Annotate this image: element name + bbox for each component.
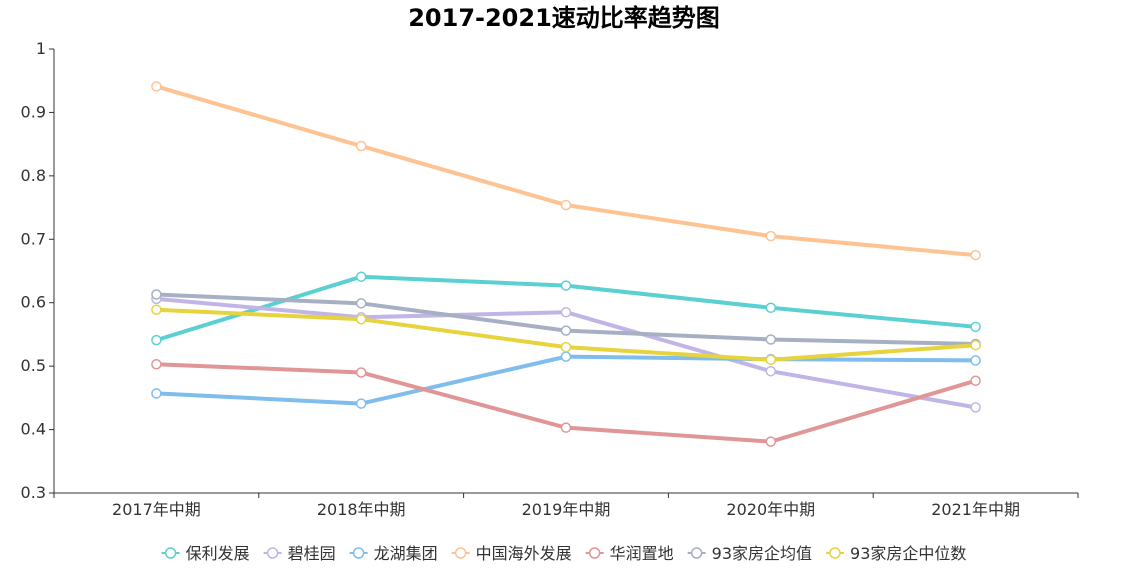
x-tick-label: 2017年中期 [112, 500, 201, 519]
legend-item-7[interactable]: 93家房企中位数 [826, 544, 966, 563]
legend-marker-icon [352, 547, 365, 559]
y-tick-label: 0.4 [21, 420, 46, 439]
data-point[interactable] [765, 354, 777, 366]
data-point[interactable] [765, 436, 777, 447]
legend-item-5[interactable]: 华润置地 [585, 544, 674, 563]
legend-item-4[interactable]: 中国海外发展 [451, 544, 572, 563]
data-point[interactable] [560, 422, 572, 433]
legend-label: 碧桂园 [288, 544, 336, 563]
data-point[interactable] [560, 341, 572, 353]
x-tick-label: 2019年中期 [522, 500, 611, 519]
legend-marker-icon [164, 547, 177, 559]
data-point[interactable] [765, 334, 777, 345]
series-5 [151, 358, 981, 447]
data-point[interactable] [151, 304, 162, 315]
legend-marker-icon [829, 547, 841, 559]
legend-marker-icon [454, 547, 467, 559]
y-tick-label: 0.8 [21, 166, 46, 185]
data-point[interactable] [970, 355, 981, 366]
data-point[interactable] [560, 306, 572, 318]
legend-label: 华润置地 [610, 544, 674, 563]
data-point[interactable] [765, 302, 777, 314]
data-point[interactable] [560, 199, 572, 211]
data-point[interactable] [355, 398, 367, 409]
data-point[interactable] [765, 230, 777, 242]
series-6 [151, 289, 981, 350]
series-4 [151, 81, 981, 261]
legend-label: 93家房企均值 [712, 544, 812, 563]
legend-marker-icon [266, 547, 279, 559]
data-point[interactable] [560, 325, 572, 336]
legend-item-6[interactable]: 93家房企均值 [687, 544, 812, 563]
y-tick-label: 0.9 [21, 102, 46, 121]
x-tick-label: 2018年中期 [317, 500, 406, 519]
legend-marker-icon [588, 547, 601, 559]
y-tick-label: 0.6 [21, 293, 46, 312]
data-point[interactable] [970, 375, 981, 386]
series-3 [151, 351, 981, 409]
x-tick-label: 2020年中期 [726, 500, 815, 519]
legend-item-3[interactable]: 龙湖集团 [349, 544, 438, 563]
data-point[interactable] [970, 321, 981, 333]
legend-label: 93家房企中位数 [850, 544, 966, 563]
data-point[interactable] [970, 339, 981, 351]
data-point[interactable] [355, 313, 367, 325]
series-line [154, 354, 978, 406]
data-point[interactable] [355, 271, 367, 282]
y-tick-label: 0.3 [21, 483, 46, 502]
data-point[interactable] [151, 289, 162, 300]
data-point[interactable] [355, 367, 367, 378]
series-7 [151, 304, 981, 366]
chart-title: 2017-2021速动比率趋势图 [408, 4, 720, 32]
data-point[interactable] [560, 280, 572, 291]
legend-marker-icon [690, 547, 703, 559]
data-point[interactable] [355, 140, 367, 152]
series-line [154, 84, 978, 258]
data-point[interactable] [765, 365, 777, 377]
legend-label: 龙湖集团 [374, 544, 438, 563]
y-tick-label: 1 [36, 39, 46, 58]
data-point[interactable] [151, 81, 162, 92]
data-point[interactable] [560, 351, 572, 362]
series-lines [151, 81, 981, 447]
axes: 0.3 0.4 0.5 0.6 0.7 0.8 0.9 1 2017年中期 2018年中期 2019… [21, 39, 1079, 519]
data-point[interactable] [151, 388, 162, 399]
legend[interactable]: 保利发展 碧桂园 龙湖集团 中国海外发展 华润置地 93家房企均值 93家房企中位数 [161, 544, 967, 563]
data-point[interactable] [151, 358, 162, 370]
legend-item-2[interactable]: 碧桂园 [263, 544, 336, 563]
data-point[interactable] [151, 334, 162, 346]
series-1 [151, 271, 981, 346]
legend-item-1[interactable]: 保利发展 [161, 544, 250, 563]
data-point[interactable] [970, 249, 981, 261]
x-tick-label: 2021年中期 [931, 500, 1020, 519]
legend-label: 中国海外发展 [476, 544, 572, 563]
y-tick-label: 0.5 [21, 356, 46, 375]
y-tick-label: 0.7 [21, 229, 46, 248]
data-point[interactable] [970, 402, 981, 413]
data-point[interactable] [355, 298, 367, 309]
legend-label: 保利发展 [186, 544, 250, 563]
